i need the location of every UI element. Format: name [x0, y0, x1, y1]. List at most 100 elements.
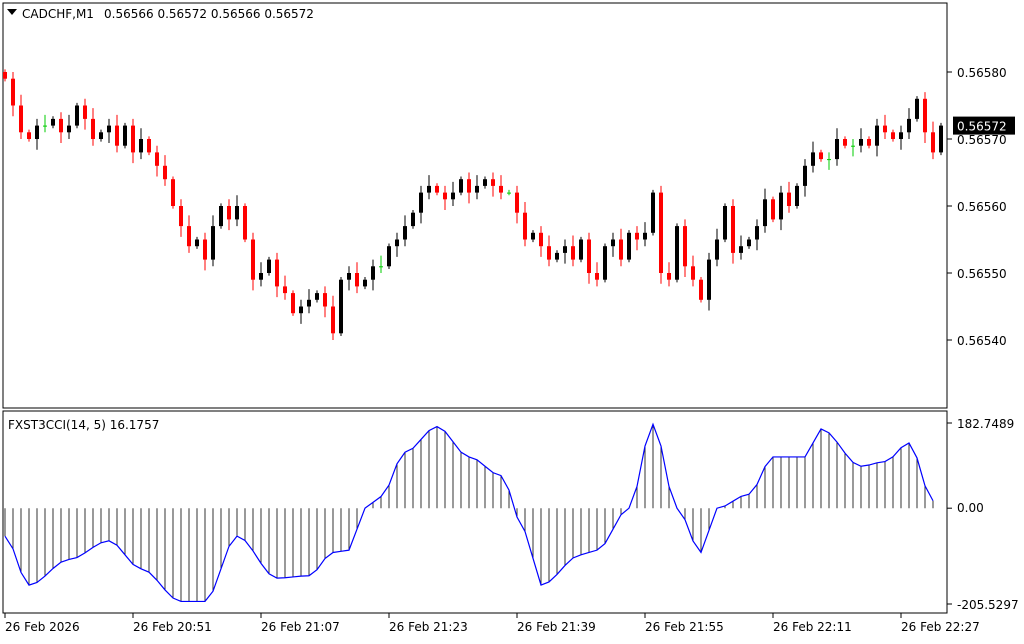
candle [859, 128, 863, 153]
candle-body [435, 185, 439, 193]
candle-body [243, 206, 247, 240]
candle-body [723, 206, 727, 240]
candle [899, 125, 903, 150]
candle-body [355, 273, 359, 287]
time-label: 26 Feb 22:11 [773, 620, 852, 634]
candle [147, 136, 151, 156]
candle [715, 228, 719, 267]
indicator-frame [2, 410, 948, 614]
candle [699, 277, 703, 303]
candle-body [35, 125, 39, 139]
current-price-box [953, 116, 1015, 135]
candle-body [715, 239, 719, 260]
candle-body [75, 105, 79, 126]
candle [795, 183, 799, 209]
time-label: 26 Feb 2026 [5, 620, 80, 634]
candle [435, 183, 439, 196]
candle-body [451, 192, 455, 200]
candle-body [755, 226, 759, 240]
candle [291, 290, 295, 316]
candle [83, 98, 87, 130]
candle [371, 259, 375, 291]
candle-body [739, 246, 743, 253]
candle [283, 275, 287, 300]
candle-body [523, 212, 527, 240]
candle [923, 92, 927, 144]
candle-body [731, 206, 735, 253]
candle-body [763, 199, 767, 227]
candle-body [107, 125, 111, 133]
candle-body [363, 279, 367, 287]
candle-body [659, 192, 663, 273]
candle [323, 286, 327, 318]
cci-indicator [4, 422, 952, 605]
candle-body [915, 98, 919, 119]
candle [547, 235, 551, 267]
candle-body [211, 226, 215, 260]
candle-body [379, 266, 383, 268]
candle [131, 118, 135, 164]
candle-body [875, 125, 879, 146]
candle [107, 118, 111, 144]
candle-body [683, 226, 687, 267]
candle-body [19, 105, 23, 133]
candle-body [595, 273, 599, 280]
candle-body [123, 125, 127, 146]
main-chart-frame [2, 2, 948, 409]
current-price-label: 0.56572 [957, 120, 1007, 134]
candle-body [851, 145, 855, 147]
candle-body [395, 239, 399, 247]
candle-body [867, 139, 871, 146]
candle [875, 118, 879, 157]
candle [667, 262, 671, 287]
candle-body [531, 232, 535, 240]
candle [403, 215, 407, 247]
candle-body [67, 125, 71, 133]
candle-body [163, 165, 167, 180]
candle-body [627, 232, 631, 260]
candle [275, 252, 279, 298]
candle-body [139, 139, 143, 153]
collapse-triangle-icon[interactable] [7, 9, 17, 15]
candle [771, 196, 775, 223]
candle-body [467, 179, 471, 193]
candle [451, 181, 455, 206]
candle-body [771, 199, 775, 220]
candle [51, 116, 55, 129]
candle-body [619, 239, 623, 260]
candle-body [259, 273, 263, 280]
candle-body [331, 306, 335, 334]
candle-body [27, 132, 31, 139]
candle-body [699, 279, 703, 300]
candle-body [547, 246, 551, 260]
candle-body [147, 139, 151, 153]
candle-body [371, 266, 375, 280]
candle [571, 235, 575, 267]
candle [331, 295, 335, 340]
candle [563, 239, 567, 264]
candle-body [787, 192, 791, 206]
candle [211, 215, 215, 267]
candle-body [155, 152, 159, 166]
candle-body [603, 246, 607, 280]
candle-body [171, 179, 175, 206]
candle-body [3, 72, 7, 79]
candle [531, 230, 535, 243]
candle [499, 175, 503, 200]
candle [819, 149, 823, 162]
candle [827, 152, 831, 170]
time-label: 26 Feb 20:51 [133, 620, 212, 634]
candle [387, 243, 391, 269]
candle [115, 114, 119, 153]
candle [883, 114, 887, 139]
candle-body [291, 293, 295, 314]
candle-body [499, 185, 503, 193]
candle [267, 256, 271, 276]
candle [3, 69, 7, 82]
candle [43, 114, 47, 133]
candle [219, 203, 223, 229]
price-label: 0.56560 [957, 200, 1007, 214]
ohlc-values: 0.56566 0.56572 0.56566 0.56572 [104, 7, 314, 21]
candle-body [483, 179, 487, 186]
